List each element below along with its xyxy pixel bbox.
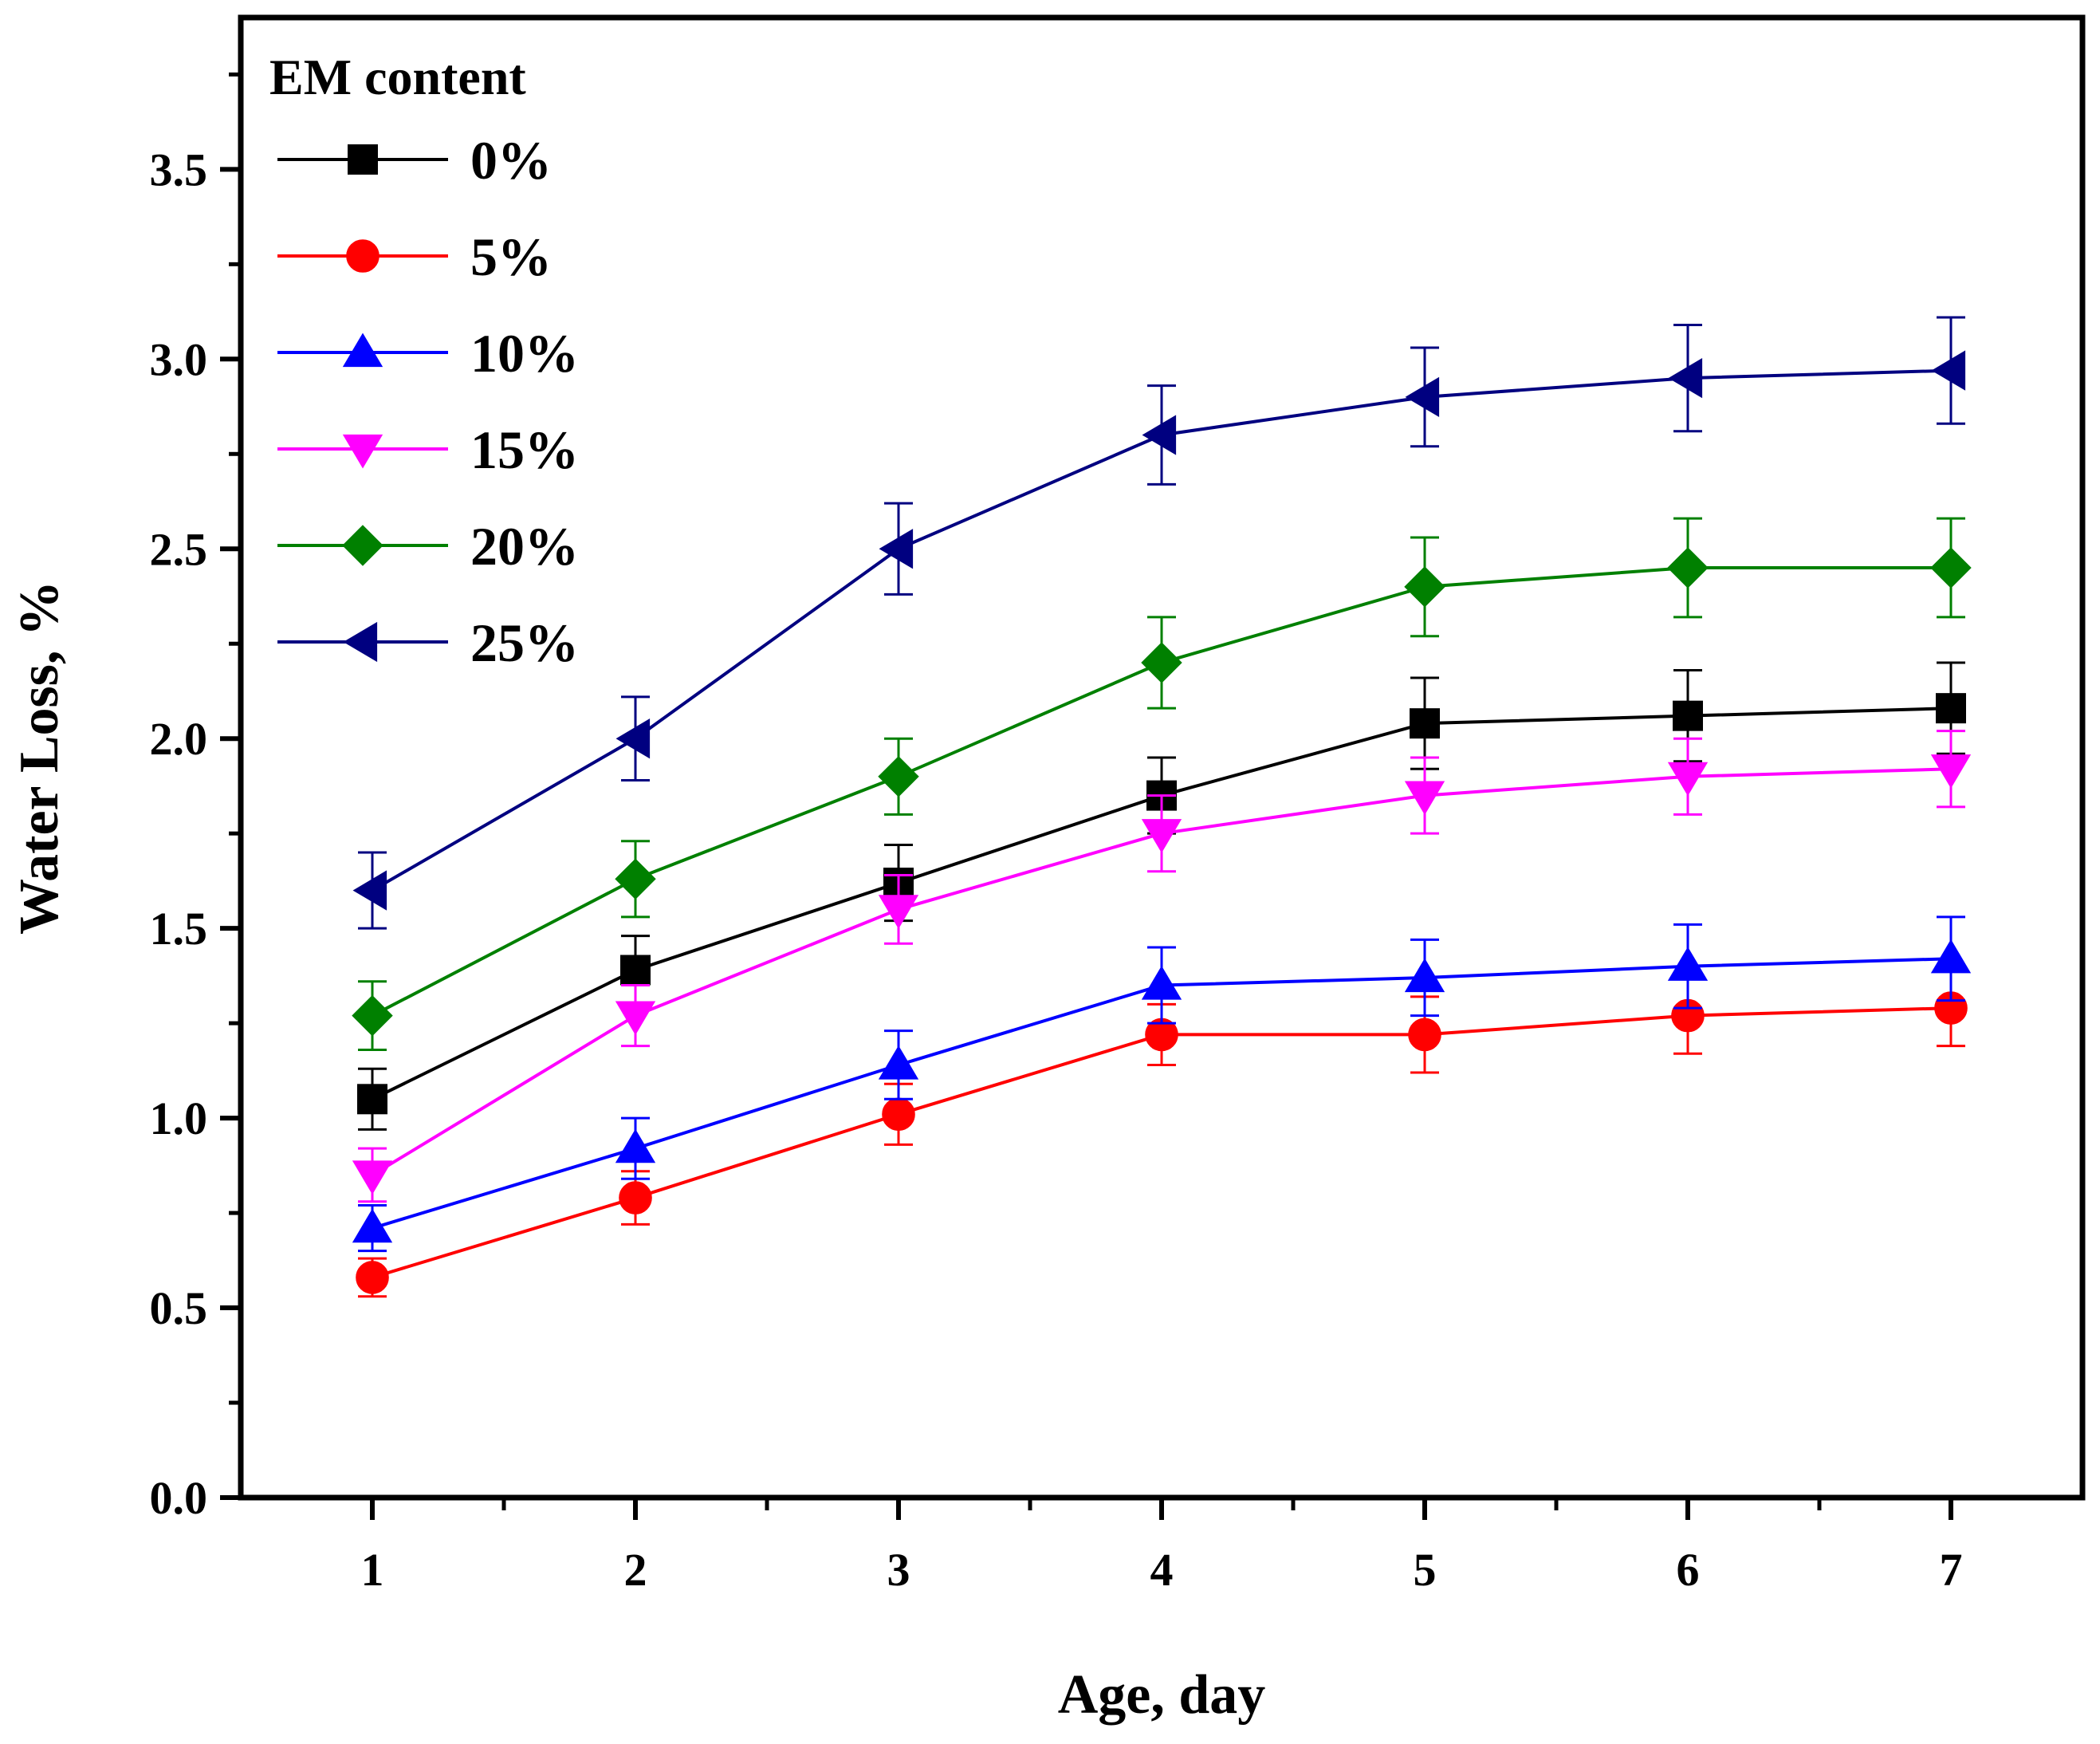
legend-item: 5% xyxy=(277,226,552,287)
data-point xyxy=(879,529,914,569)
data-point xyxy=(1667,947,1709,981)
legend-label: 15% xyxy=(470,419,579,480)
data-point xyxy=(1141,966,1182,1000)
y-tick-label: 1.5 xyxy=(150,903,208,955)
data-point xyxy=(357,1084,387,1115)
legend-item: 25% xyxy=(277,612,579,673)
data-point xyxy=(1667,762,1709,797)
legend-label: 20% xyxy=(470,516,579,577)
y-axis-title: Water Loss, % xyxy=(9,581,70,935)
data-point xyxy=(1405,376,1440,418)
x-tick-label: 2 xyxy=(624,1544,647,1596)
data-point xyxy=(1930,547,1972,589)
y-tick-label: 0.0 xyxy=(150,1472,208,1524)
y-tick-label: 3.0 xyxy=(150,333,208,385)
data-point xyxy=(615,1001,656,1036)
series-layer xyxy=(352,316,1972,1298)
data-point xyxy=(878,756,919,797)
data-point xyxy=(615,858,656,900)
series-2 xyxy=(352,915,1972,1253)
data-point xyxy=(882,1097,915,1132)
y-tick-label: 2.5 xyxy=(150,523,208,575)
legend-title: EM content xyxy=(269,49,526,105)
legend-marker xyxy=(342,525,383,566)
data-point xyxy=(619,1181,652,1215)
data-point xyxy=(1404,781,1445,816)
data-point xyxy=(1141,819,1182,853)
x-tick-label: 5 xyxy=(1414,1544,1437,1596)
x-axis-title: Age, day xyxy=(1058,1664,1266,1726)
data-point xyxy=(1930,754,1972,789)
data-point xyxy=(352,994,393,1037)
data-point xyxy=(878,895,919,929)
data-point xyxy=(1673,700,1703,731)
legend-item: 0% xyxy=(277,130,552,191)
legend-label: 0% xyxy=(470,130,552,191)
data-point xyxy=(1668,357,1703,399)
y-tick-label: 2.0 xyxy=(150,713,208,765)
x-tick-label: 4 xyxy=(1150,1544,1174,1596)
legend-marker xyxy=(348,144,378,175)
legend-marker xyxy=(346,239,379,273)
y-tick-label: 1.0 xyxy=(150,1092,208,1144)
legend-marker xyxy=(342,333,383,368)
x-tick-label: 3 xyxy=(887,1544,910,1596)
legend-label: 5% xyxy=(470,226,552,287)
data-point xyxy=(1936,693,1966,724)
legend-label: 25% xyxy=(470,612,579,673)
data-point xyxy=(1410,708,1440,739)
data-point xyxy=(620,955,651,986)
y-tick-label: 3.5 xyxy=(150,144,208,195)
data-point xyxy=(1930,939,1972,974)
legend-marker xyxy=(343,621,378,663)
data-point xyxy=(1142,415,1177,455)
data-point xyxy=(878,1045,919,1080)
data-point xyxy=(615,718,651,759)
x-axis-ticks: 1 2 3 4 5 6 7 xyxy=(361,1498,1963,1596)
legend: EM content 0% 5% 10% 15% 20% 25% xyxy=(269,49,579,673)
data-point xyxy=(615,1128,656,1163)
legend-marker xyxy=(342,434,383,469)
series-5 xyxy=(352,316,1966,930)
data-point xyxy=(1667,547,1709,589)
legend-item: 15% xyxy=(277,419,579,480)
legend-item: 10% xyxy=(277,323,579,384)
data-point xyxy=(1931,350,1966,391)
series-3 xyxy=(352,730,1972,1203)
legend-item: 20% xyxy=(277,516,579,577)
legend-label: 10% xyxy=(470,323,579,384)
data-point xyxy=(352,1160,393,1195)
data-point xyxy=(352,1208,393,1243)
series-4 xyxy=(352,517,1972,1051)
data-point xyxy=(352,870,387,911)
x-tick-label: 6 xyxy=(1677,1544,1700,1596)
data-point xyxy=(356,1261,389,1294)
x-tick-label: 7 xyxy=(1940,1544,1963,1596)
y-tick-label: 0.5 xyxy=(150,1282,208,1334)
y-axis-ticks: 0.0 0.5 1.0 1.5 2.0 2.5 3.0 3.5 xyxy=(150,72,241,1524)
data-point xyxy=(1141,642,1182,683)
x-tick-label: 1 xyxy=(361,1544,384,1596)
data-point xyxy=(1408,1018,1441,1052)
data-point xyxy=(1404,958,1445,993)
data-point xyxy=(1404,566,1445,608)
